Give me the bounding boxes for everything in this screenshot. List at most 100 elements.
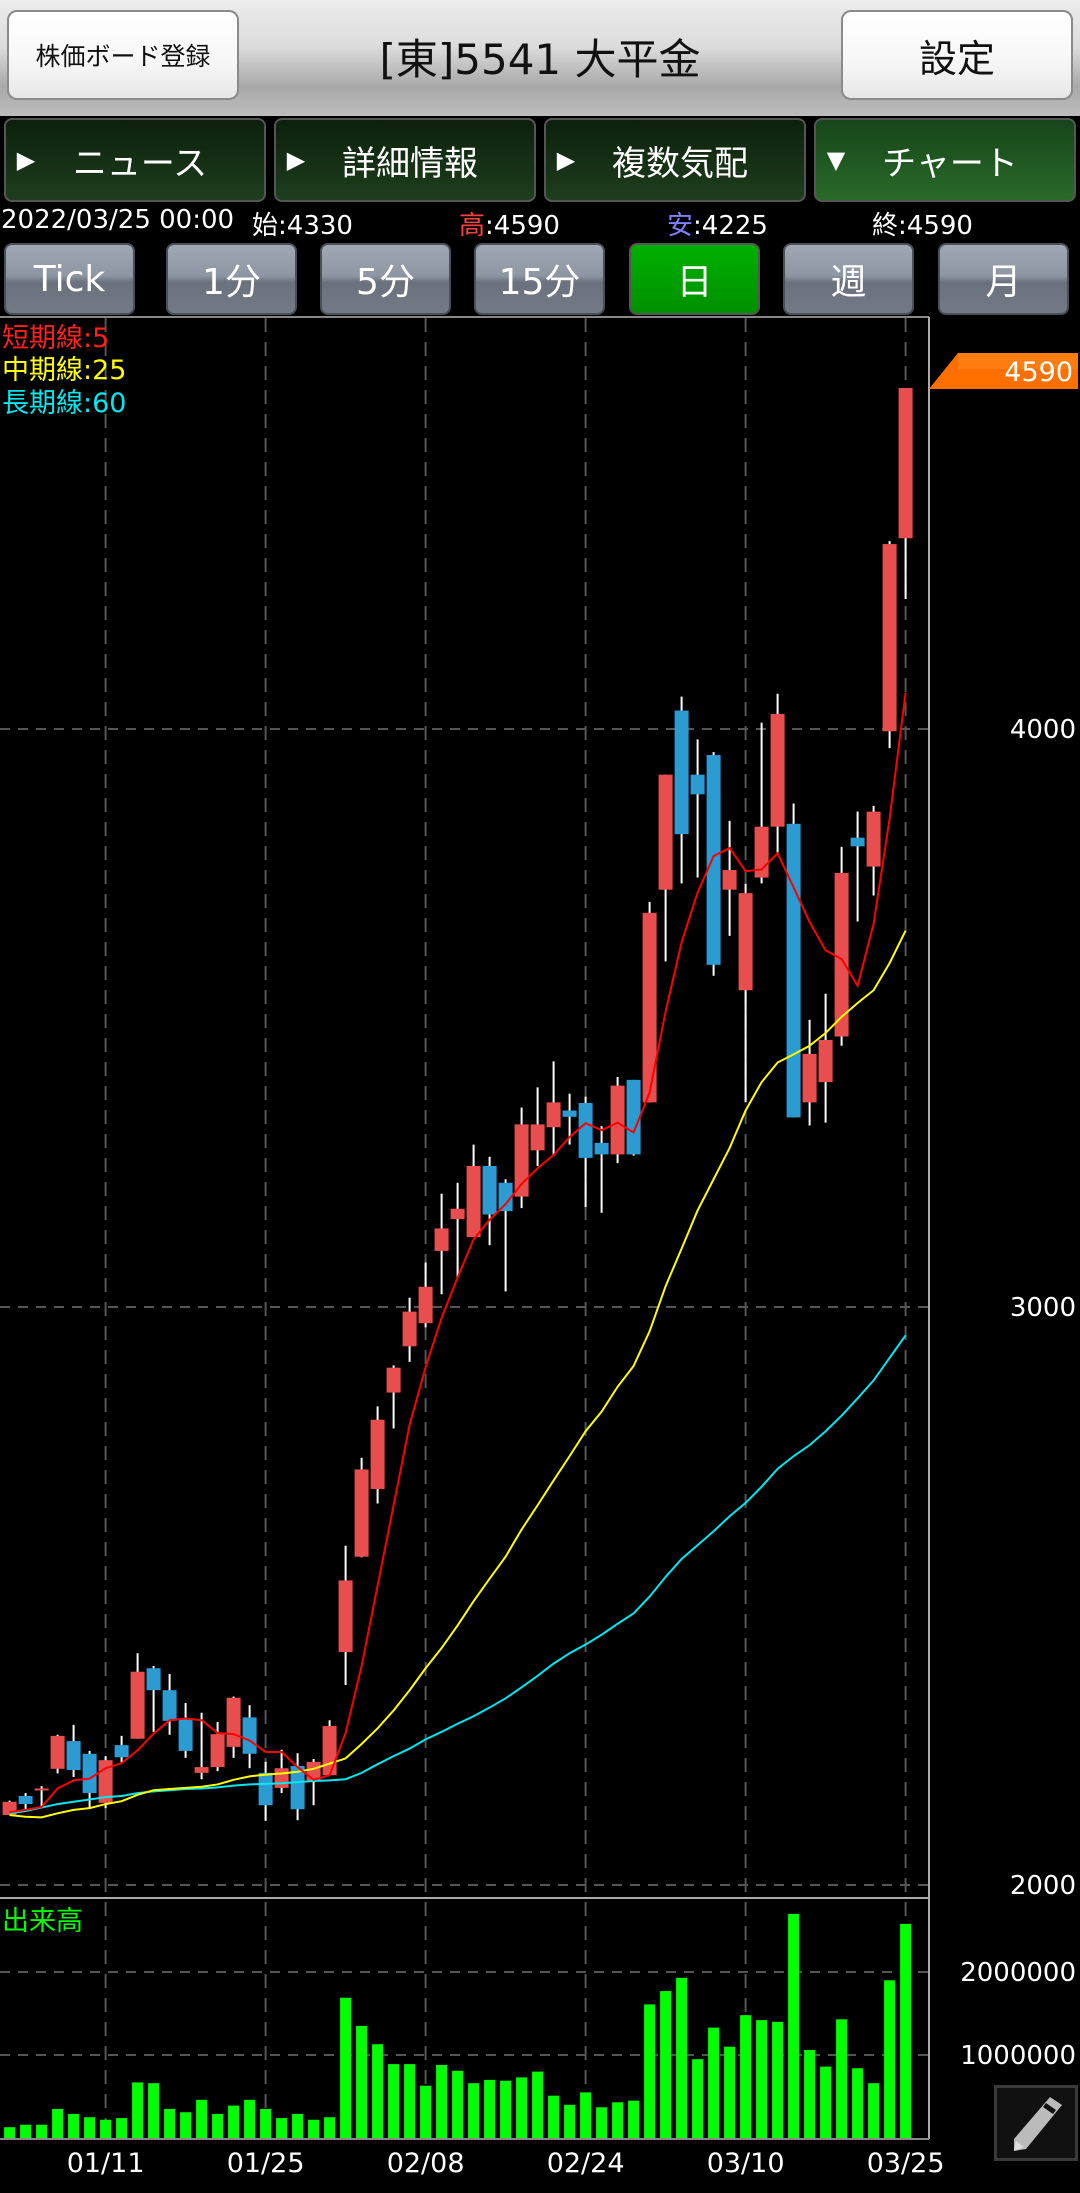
volume-bar [420, 2085, 432, 2138]
candles [2, 387, 913, 1821]
candle-down [114, 1745, 129, 1758]
settings-button[interactable]: 設定 [841, 10, 1073, 100]
candle-up [434, 1228, 449, 1251]
volume-bar [516, 2077, 528, 2138]
candle-up [818, 1039, 833, 1083]
volume-bar [228, 2105, 240, 2138]
period-15min-button[interactable]: 15分 [474, 243, 605, 315]
page-title: [東]5541 大平金 [379, 35, 701, 84]
period-month-button[interactable]: 月 [938, 243, 1069, 315]
open-label: 始 [252, 211, 279, 241]
candle-down [674, 710, 689, 835]
period-day-button[interactable]: 日 [629, 243, 760, 315]
candle-up [386, 1367, 401, 1393]
candle-down [146, 1668, 161, 1691]
volume-bar [452, 2070, 464, 2138]
volume-bar [20, 2124, 32, 2138]
candle-down [786, 823, 801, 1118]
volume-bar [868, 2083, 880, 2138]
candle-up [466, 1165, 481, 1238]
volume-bar [564, 2104, 576, 2138]
volume-bar [68, 2113, 80, 2138]
tab-label: チャート [882, 143, 1018, 184]
last-price-tag: 4590 [929, 353, 1078, 389]
close-value: 終:4590 [872, 205, 973, 242]
low-number: :4225 [693, 211, 768, 241]
legend-short-ma: 短期線:5 [2, 323, 110, 354]
candle-up [450, 1208, 465, 1220]
volume-bar [148, 2083, 160, 2138]
tab-multi-quotes[interactable]: ▶ 複数気配 [544, 118, 806, 202]
volume-bar [484, 2079, 496, 2138]
draw-tool-button[interactable] [994, 2085, 1078, 2161]
date-tick-label: 02/08 [387, 2148, 465, 2179]
volume-tick-label: 1000000 [960, 2041, 1076, 2071]
candle-down [162, 1690, 177, 1721]
candle-down [562, 1110, 577, 1117]
period-week-button[interactable]: 週 [783, 243, 914, 315]
low-label: 安 [667, 211, 694, 241]
candle-up [642, 912, 657, 1103]
last-price-label: 4590 [1004, 357, 1073, 388]
moving-average-lines [9, 692, 907, 1819]
volume-tick-label: 2000000 [960, 1958, 1076, 1988]
volume-bar [676, 1977, 688, 2138]
candle-up [834, 872, 849, 1037]
volume-bar [596, 2107, 608, 2138]
volume-bar [660, 1991, 672, 2138]
register-stock-board-button[interactable]: 株価ボード登録 [7, 10, 239, 100]
candle-up [210, 1734, 225, 1768]
tab-details[interactable]: ▶ 詳細情報 [274, 118, 536, 202]
open-value: 始:4330 [252, 205, 353, 242]
volume-bar [500, 2080, 512, 2138]
candle-up [610, 1085, 625, 1155]
volume-bar [468, 2083, 480, 2138]
volume-bar [708, 2027, 720, 2138]
legend-long-ma: 長期線:60 [2, 388, 127, 419]
date-tick-label: 01/11 [67, 2148, 145, 2179]
volume-bar [244, 2099, 256, 2138]
volume-bar [36, 2124, 48, 2138]
candle-up [50, 1735, 65, 1769]
volume-bar [292, 2113, 304, 2138]
price-tick-label: 4000 [1010, 715, 1076, 745]
price-tick-label: 3000 [1010, 1293, 1076, 1323]
candle-up [418, 1286, 433, 1324]
tab-news[interactable]: ▶ ニュース [4, 118, 266, 202]
volume-bar [788, 1913, 800, 2138]
candle-up [722, 870, 737, 890]
tab-label: 複数気配 [612, 143, 748, 184]
candle-up [770, 713, 785, 827]
tab-label: 詳細情報 [342, 143, 478, 184]
date-tick-label: 01/25 [227, 2148, 305, 2179]
volume-bar [52, 2108, 64, 2138]
candle-up [530, 1124, 545, 1151]
period-1min-button[interactable]: 1分 [166, 243, 297, 315]
ohlc-info-row: 2022/03/25 00:00 始:4330 高:4590 安:4225 終:… [0, 205, 1080, 241]
triangle-right-icon: ▶ [16, 146, 36, 174]
volume-bar [628, 2100, 640, 2138]
volume-bars [4, 1913, 912, 2138]
close-label: 終 [872, 211, 899, 241]
volume-bar [356, 2025, 368, 2138]
grid-lines [0, 318, 929, 2138]
volume-bar [756, 2020, 768, 2138]
volume-bar [260, 2108, 272, 2138]
volume-bar [100, 2119, 112, 2138]
candle-up [370, 1419, 385, 1490]
volume-bar [196, 2099, 208, 2138]
period-5min-button[interactable]: 5分 [320, 243, 451, 315]
candle-up [34, 1788, 49, 1791]
volume-bar [740, 2015, 752, 2138]
volume-bar [580, 2092, 592, 2138]
candle-down [498, 1182, 513, 1212]
period-tick-button[interactable]: Tick [4, 243, 135, 315]
volume-bar [212, 2113, 224, 2138]
volume-bar [772, 2021, 784, 2138]
tab-chart[interactable]: ▼ チャート [814, 118, 1076, 202]
candle-down [482, 1165, 497, 1215]
candle-up [802, 1053, 817, 1103]
open-number: :4330 [278, 211, 353, 241]
volume-bar [436, 2064, 448, 2138]
